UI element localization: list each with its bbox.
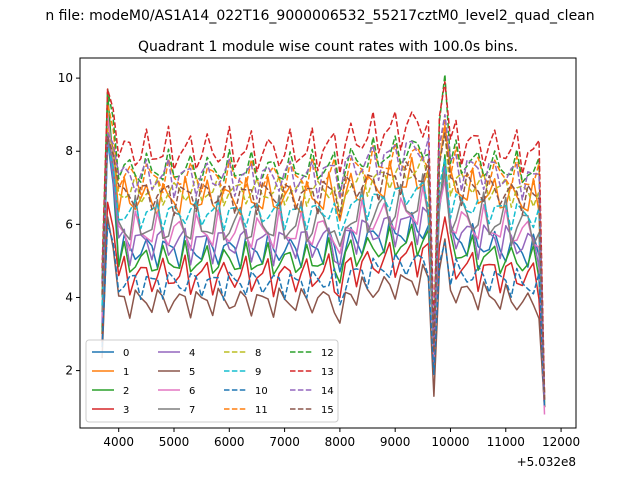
legend-label-5: 5 xyxy=(189,367,195,378)
x-tick-label: 4000 xyxy=(103,435,134,449)
legend-label-14: 14 xyxy=(321,386,334,397)
chart-title: Quadrant 1 module wise count rates with … xyxy=(138,39,518,55)
legend-label-4: 4 xyxy=(189,348,195,359)
x-axis: 4000 5000 6000 7000 8000 9000 10000 11000 12000 xyxy=(103,428,580,449)
series-line-13 xyxy=(101,81,546,393)
x-tick-label: 7000 xyxy=(269,435,300,449)
y-tick-label: 6 xyxy=(65,217,73,231)
legend-label-12: 12 xyxy=(321,348,334,359)
legend-label-15: 15 xyxy=(321,405,334,416)
series-lines xyxy=(101,73,546,415)
y-axis: 2 4 6 8 10 xyxy=(58,71,80,378)
plot-frame xyxy=(79,57,577,429)
y-tick-label: 8 xyxy=(65,144,73,158)
x-tick-label: 6000 xyxy=(214,435,245,449)
legend-label-2: 2 xyxy=(123,386,129,397)
series-line-15 xyxy=(101,132,546,400)
legend-label-7: 7 xyxy=(189,405,195,416)
legend-label-11: 11 xyxy=(255,405,268,416)
legend-label-1: 1 xyxy=(123,367,129,378)
legend-box xyxy=(85,339,339,423)
legend-label-6: 6 xyxy=(189,386,195,397)
x-tick-label: 8000 xyxy=(325,435,356,449)
legend-label-8: 8 xyxy=(255,348,261,359)
legend-label-10: 10 xyxy=(255,386,268,397)
series-line-0 xyxy=(101,139,546,408)
x-tick-label: 10000 xyxy=(431,435,469,449)
series-line-14 xyxy=(101,113,546,400)
series-line-8 xyxy=(101,128,546,404)
y-tick-label: 2 xyxy=(65,364,73,378)
y-tick-label: 10 xyxy=(58,71,73,85)
series-line-10 xyxy=(101,223,546,408)
x-tick-label: 5000 xyxy=(159,435,190,449)
legend-label-0: 0 xyxy=(123,348,129,359)
x-tick-label: 9000 xyxy=(380,435,411,449)
figure-suptitle: n file: modeM0/AS1A14_022T16_9000006532_… xyxy=(45,8,594,24)
series-line-12 xyxy=(101,73,546,397)
x-axis-offset-label: +5.032e8 xyxy=(517,455,576,469)
legend-label-13: 13 xyxy=(321,367,334,378)
legend-label-3: 3 xyxy=(123,405,129,416)
series-line-5 xyxy=(101,216,546,408)
x-tick-label: 11000 xyxy=(487,435,525,449)
legend-label-9: 9 xyxy=(255,367,261,378)
y-tick-label: 4 xyxy=(65,290,73,304)
x-tick-label: 12000 xyxy=(542,435,580,449)
series-line-2 xyxy=(101,91,546,408)
